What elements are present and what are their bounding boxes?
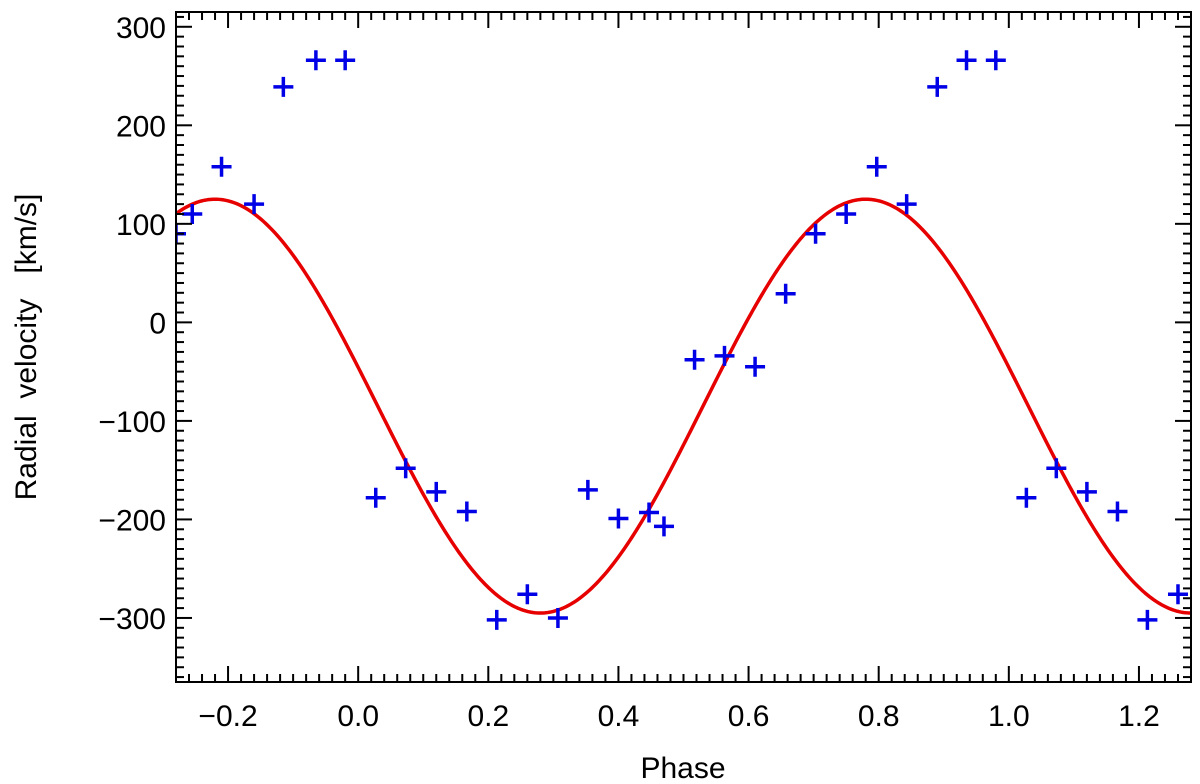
data-point	[684, 349, 705, 370]
plot-frame	[175, 11, 1192, 683]
data-point	[1167, 584, 1188, 605]
data-point	[1016, 487, 1037, 508]
data-point	[486, 609, 507, 630]
y-tick-label: 300	[116, 12, 166, 45]
data-point	[608, 508, 629, 529]
y-tick-label: 0	[149, 307, 166, 340]
data-point	[305, 50, 326, 71]
data-point	[866, 156, 887, 177]
data-point	[1046, 458, 1067, 479]
x-axis-title: Phase	[640, 752, 725, 784]
data-point	[836, 203, 857, 224]
data-point	[577, 479, 598, 500]
y-tick-label: −300	[98, 603, 166, 636]
data-point	[517, 584, 538, 605]
data-point	[1107, 501, 1128, 522]
data-point	[547, 607, 568, 628]
y-tick-label: 100	[116, 209, 166, 242]
data-point	[426, 481, 447, 502]
data-point	[956, 50, 977, 71]
x-tick-label: 0.6	[728, 700, 770, 733]
data-point	[985, 50, 1006, 71]
data-point	[182, 203, 203, 224]
x-tick-label: 0.8	[858, 700, 900, 733]
data-point	[805, 223, 826, 244]
ticks-layer: −0.2 0.0 0.2 0.4 0.6 0.8 1.0 1.2 −300 −200 −100 0 10…	[98, 12, 1192, 733]
model-curve	[176, 197, 1191, 615]
x-tick-label: 1.0	[988, 700, 1030, 733]
data-point	[211, 156, 232, 177]
data-point	[927, 76, 948, 97]
data-point	[653, 516, 674, 537]
data-point	[365, 487, 386, 508]
x-tick-label: 0.2	[467, 700, 509, 733]
x-tick-label: 0.4	[598, 700, 640, 733]
y-tick-label: −100	[98, 406, 166, 439]
y-axis-title: Radial velocity [km/s]	[10, 194, 43, 501]
data-point	[395, 458, 416, 479]
data-point	[775, 283, 796, 304]
y-tick-label: −200	[98, 504, 166, 537]
data-point	[1137, 609, 1158, 630]
x-tick-label: 0.0	[337, 700, 379, 733]
data-layer	[176, 50, 1191, 630]
data-point	[745, 356, 766, 377]
data-point	[639, 502, 660, 523]
data-point	[273, 76, 294, 97]
y-tick-label: 200	[116, 110, 166, 143]
x-tick-label: 1.2	[1118, 700, 1160, 733]
x-tick-label: −0.2	[198, 700, 257, 733]
data-point	[1076, 481, 1097, 502]
data-point	[896, 194, 917, 215]
data-point	[714, 345, 735, 366]
data-point	[456, 501, 477, 522]
data-point	[244, 194, 265, 215]
data-point	[335, 50, 356, 71]
